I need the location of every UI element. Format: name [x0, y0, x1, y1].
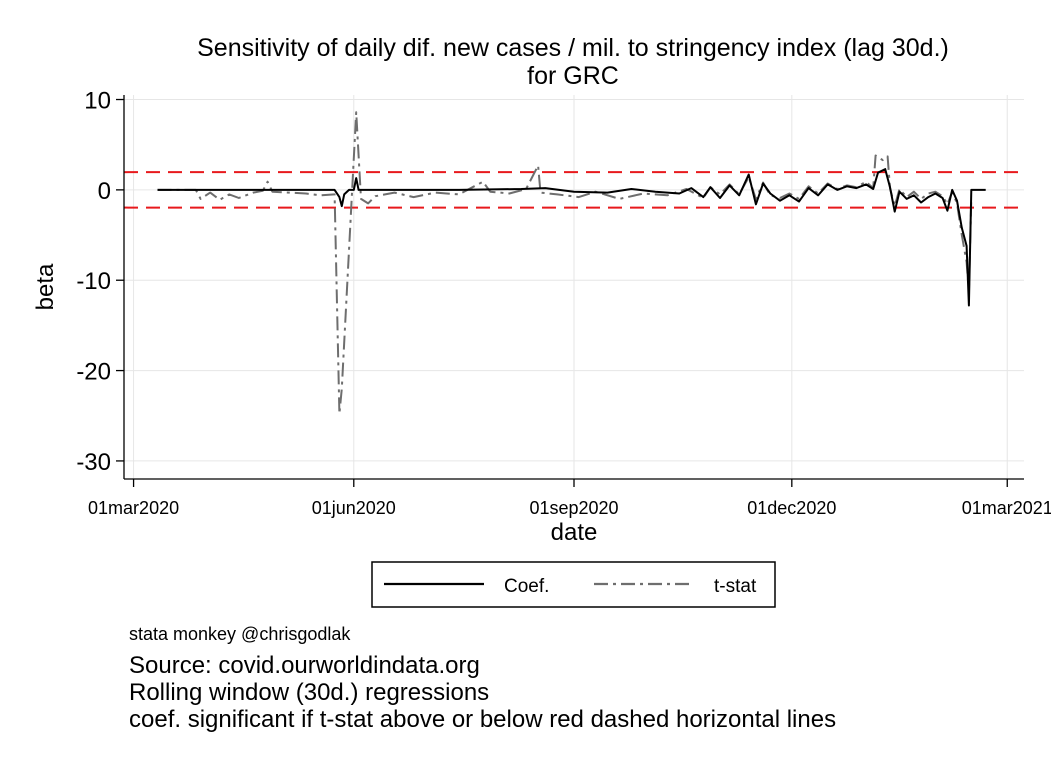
legend-label-tstat: t-stat	[714, 576, 757, 597]
y-tick-label: -10	[76, 268, 111, 295]
x-tick-label: 01mar2020	[88, 498, 179, 518]
x-tick-label: 01dec2020	[747, 498, 836, 518]
y-tick-label: 0	[98, 178, 111, 205]
x-axis-label: date	[551, 519, 598, 546]
y-tick-label: 10	[84, 88, 111, 115]
x-tick-label: 01mar2021	[962, 498, 1051, 518]
y-axis-label: beta	[32, 263, 59, 310]
source-line-3: coef. significant if t-stat above or bel…	[129, 706, 837, 733]
y-tick-label: -20	[76, 359, 111, 386]
legend-label-coef: Coef.	[504, 576, 549, 597]
series-line-tstat	[157, 111, 973, 415]
x-tick-label: 01sep2020	[529, 498, 618, 518]
chart-title-line-1: Sensitivity of daily dif. new cases / mi…	[197, 34, 949, 62]
axes: 10 0 -10 -20 -30 01mar2020 01jun2020 01sep2020 0…	[76, 88, 1051, 518]
grid	[124, 95, 1024, 479]
chart-title-line-2: for GRC	[527, 62, 619, 90]
source-line-1: Source: covid.ourworldindata.org	[129, 652, 480, 679]
y-tick-label: -30	[76, 449, 111, 476]
series-line-coef	[157, 168, 986, 307]
credit-note: stata monkey @chrisgodlak	[129, 624, 351, 644]
source-line-2: Rolling window (30d.) regressions	[129, 679, 490, 706]
threshold-lines	[124, 171, 1024, 209]
legend: Coef. t-stat	[371, 561, 776, 608]
x-tick-label: 01jun2020	[312, 498, 396, 518]
series-group	[157, 111, 986, 415]
